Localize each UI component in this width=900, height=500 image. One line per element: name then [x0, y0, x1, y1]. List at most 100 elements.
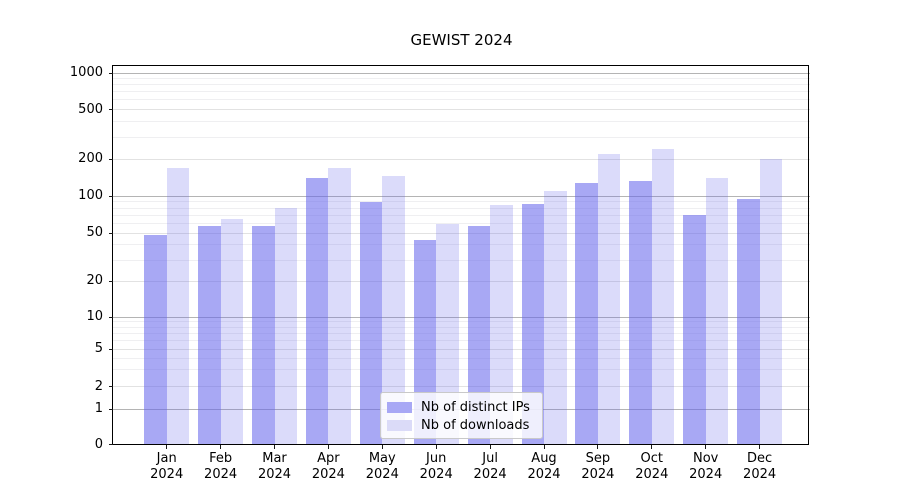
gridline-y-4: [113, 357, 810, 359]
legend-row-distinct-ips: Nb of distinct IPs: [381, 398, 542, 416]
gridline-y-60: [113, 223, 810, 225]
x-tick-label-jul: Jul 2024: [473, 451, 507, 482]
bar-downloads-jan-2024: [166, 167, 190, 445]
bar-downloads-oct-2024: [651, 149, 675, 445]
legend-swatch-distinct-ips: [387, 401, 412, 413]
gridline-y-20: [113, 280, 810, 282]
bar-distinct-ips-may-2024: [359, 201, 383, 445]
x-tick-mark-feb: [220, 445, 222, 449]
bar-distinct-ips-jan-2024: [144, 235, 167, 445]
gridline-y-800: [113, 84, 810, 86]
legend-row-downloads: Nb of downloads: [381, 416, 542, 434]
x-tick-label-apr: Apr 2024: [311, 451, 345, 482]
y-tick-label-200: 200: [78, 151, 103, 167]
x-tick-label-dec: Dec 2024: [743, 451, 777, 482]
y-tick-label-0: 0: [94, 436, 103, 452]
x-tick-label-feb: Feb 2024: [204, 451, 238, 482]
y-tick-mark-2: [109, 386, 113, 387]
x-tick-mark-dec: [759, 445, 761, 449]
gridline-y-100: [113, 195, 810, 197]
gridline-y-40: [113, 244, 810, 246]
x-tick-mark-jan: [166, 445, 168, 449]
y-tick-mark-10: [109, 316, 113, 318]
gridline-y-1000: [113, 72, 810, 74]
x-tick-label-oct: Oct 2024: [635, 451, 669, 482]
bar-distinct-ips-dec-2024: [737, 199, 760, 445]
y-tick-mark-200: [109, 158, 113, 160]
gridline-y-90: [113, 201, 810, 203]
bar-distinct-ips-apr-2024: [305, 178, 329, 445]
x-tick-label-sep: Sep 2024: [581, 451, 615, 482]
x-tick-mark-apr: [327, 445, 329, 449]
y-tick-label-1000: 1000: [69, 65, 103, 81]
bar-downloads-jul-2024: [490, 204, 513, 445]
gridline-y-2: [113, 386, 810, 387]
gridline-y-8: [113, 326, 810, 328]
gridline-y-30: [113, 259, 810, 261]
y-tick-mark-0: [109, 444, 113, 445]
x-tick-label-jan: Jan 2024: [150, 451, 184, 482]
x-tick-label-mar: Mar 2024: [257, 451, 292, 482]
legend-label-downloads: Nb of downloads: [421, 417, 530, 433]
gridline-y-3: [113, 369, 810, 371]
gridline-y-7: [113, 332, 810, 334]
x-tick-label-nov: Nov 2024: [689, 451, 723, 482]
y-tick-mark-20: [109, 280, 113, 282]
bar-downloads-nov-2024: [705, 178, 729, 445]
x-tick-label-aug: Aug 2024: [527, 451, 561, 482]
legend-swatch-downloads: [387, 419, 412, 431]
y-tick-mark-100: [109, 195, 113, 197]
bar-downloads-dec-2024: [759, 159, 783, 445]
x-tick-mark-aug: [543, 445, 545, 449]
x-tick-mark-sep: [597, 445, 599, 449]
gridline-y-400: [113, 121, 810, 123]
gridline-y-10: [113, 316, 810, 318]
gridline-y-200: [113, 158, 810, 160]
bar-downloads-feb-2024: [220, 219, 244, 445]
bar-distinct-ips-oct-2024: [629, 181, 652, 445]
bar-downloads-aug-2024: [544, 191, 567, 445]
bar-downloads-apr-2024: [328, 167, 351, 445]
y-tick-mark-1: [109, 408, 113, 410]
y-tick-label-1: 1: [94, 401, 103, 416]
legend-label-distinct-ips: Nb of distinct IPs: [421, 399, 530, 415]
chart-title: GEWIST 2024: [410, 31, 513, 49]
bar-distinct-ips-mar-2024: [252, 226, 275, 445]
bar-distinct-ips-feb-2024: [198, 226, 221, 445]
x-tick-mark-jul: [489, 445, 491, 449]
x-tick-mark-may: [381, 445, 383, 449]
bar-distinct-ips-nov-2024: [683, 215, 706, 445]
y-tick-label-2: 2: [94, 378, 103, 394]
y-tick-label-5: 5: [94, 341, 103, 356]
bar-downloads-sep-2024: [597, 154, 621, 445]
y-tick-mark-1000: [109, 72, 113, 74]
y-tick-label-20: 20: [86, 273, 103, 289]
gridline-y-600: [113, 99, 810, 101]
gridline-y-9: [113, 321, 810, 323]
gridline-y-700: [113, 91, 810, 93]
bar-distinct-ips-aug-2024: [521, 204, 544, 445]
x-tick-mark-nov: [705, 445, 707, 449]
y-tick-mark-5: [109, 348, 113, 350]
x-tick-mark-jun: [435, 445, 437, 449]
gridline-y-300: [113, 136, 810, 138]
x-tick-label-may: May 2024: [365, 451, 399, 482]
x-tick-mark-mar: [274, 445, 275, 449]
bar-downloads-jun-2024: [436, 223, 459, 445]
y-tick-label-50: 50: [86, 225, 103, 241]
bar-downloads-mar-2024: [274, 208, 297, 445]
bar-distinct-ips-sep-2024: [575, 183, 598, 445]
x-tick-mark-oct: [651, 445, 653, 449]
gridline-y-80: [113, 207, 810, 209]
gridline-y-70: [113, 214, 810, 216]
y-tick-mark-50: [109, 232, 113, 234]
y-tick-label-100: 100: [78, 188, 103, 204]
bar-distinct-ips-jul-2024: [467, 226, 491, 445]
y-tick-label-500: 500: [78, 101, 103, 117]
gridline-y-5: [113, 348, 810, 350]
gridline-y-900: [113, 78, 810, 80]
legend: Nb of distinct IPs Nb of downloads: [380, 392, 543, 439]
plot-border: [112, 65, 809, 445]
gridline-y-50: [113, 232, 810, 234]
